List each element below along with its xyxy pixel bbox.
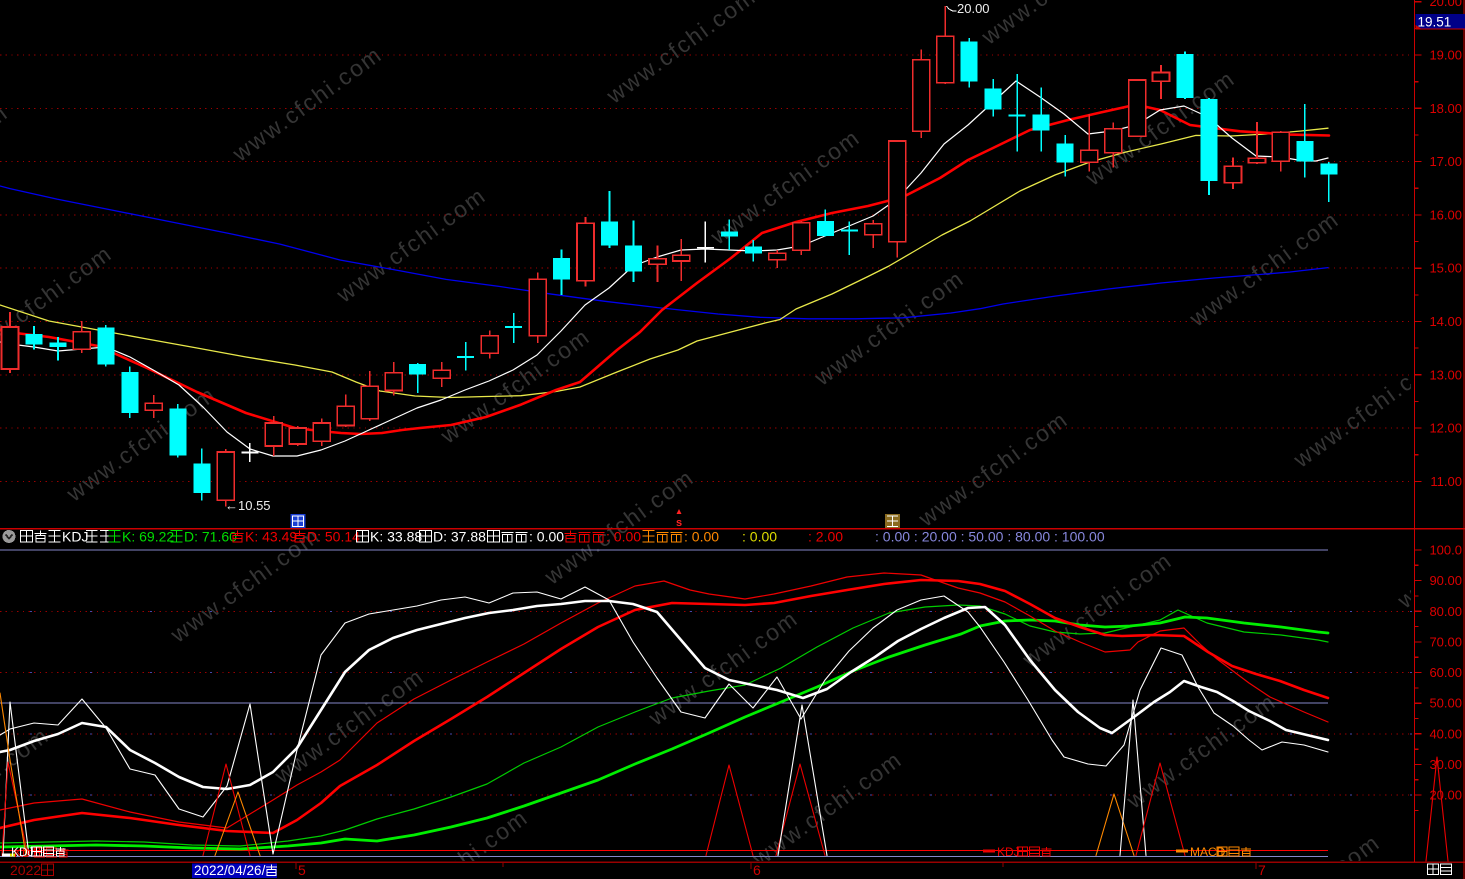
svg-text:20.00: 20.00 <box>1429 788 1462 803</box>
svg-text:17.00: 17.00 <box>1429 154 1462 169</box>
svg-text:: 0.00: : 0.00 <box>606 529 641 545</box>
svg-text:: 0.00 : 20.00 : 50.00 : 80.00: : 0.00 : 20.00 : 50.00 : 80.00 : 100.00 <box>875 529 1105 545</box>
svg-text:50.00: 50.00 <box>1429 696 1462 711</box>
svg-text:12.00: 12.00 <box>1429 421 1462 436</box>
svg-text:K: 43.49: K: 43.49 <box>245 529 297 545</box>
svg-text:2022: 2022 <box>10 862 41 878</box>
svg-text:: 0.00: : 0.00 <box>529 529 564 545</box>
svg-text:15.00: 15.00 <box>1429 261 1462 276</box>
svg-text:19.51: 19.51 <box>1418 14 1452 29</box>
svg-text:70.00: 70.00 <box>1429 634 1462 649</box>
svg-text:s: s <box>676 517 682 529</box>
svg-text:13.00: 13.00 <box>1429 367 1462 382</box>
svg-text:←10.55: ←10.55 <box>225 498 271 513</box>
svg-text:16.00: 16.00 <box>1429 207 1462 222</box>
svg-text:20.00: 20.00 <box>957 1 990 16</box>
svg-text:14.00: 14.00 <box>1429 314 1462 329</box>
svg-text:KDJ: KDJ <box>997 845 1020 859</box>
svg-text:60.00: 60.00 <box>1429 665 1462 680</box>
svg-text:: 2.00: : 2.00 <box>808 529 843 545</box>
svg-text:90.00: 90.00 <box>1429 573 1462 588</box>
svg-text:19.00: 19.00 <box>1429 48 1462 63</box>
svg-text:K: 33.88: K: 33.88 <box>370 529 422 545</box>
svg-text:18.00: 18.00 <box>1429 101 1462 116</box>
svg-text:5: 5 <box>298 862 306 878</box>
svg-text:7: 7 <box>1258 862 1266 878</box>
svg-text:: 0.00: : 0.00 <box>742 529 777 545</box>
svg-text:20.00: 20.00 <box>1429 0 1462 9</box>
svg-text:K: 69.22: K: 69.22 <box>122 529 174 545</box>
svg-text:KDJ: KDJ <box>11 845 34 859</box>
svg-text:D: 50.14: D: 50.14 <box>307 529 360 545</box>
svg-text:: 0.00: : 0.00 <box>684 529 719 545</box>
svg-text:D: 71.60: D: 71.60 <box>184 529 237 545</box>
svg-text:D: 37.88: D: 37.88 <box>433 529 486 545</box>
svg-text:100.0: 100.0 <box>1429 543 1462 558</box>
svg-text:80.00: 80.00 <box>1429 604 1462 619</box>
svg-text:2022/04/26/: 2022/04/26/ <box>194 863 266 878</box>
svg-text:KDJ: KDJ <box>62 529 88 545</box>
svg-text:40.00: 40.00 <box>1429 726 1462 741</box>
svg-text:6: 6 <box>753 862 761 878</box>
svg-text:30.00: 30.00 <box>1429 757 1462 772</box>
svg-text:11.00: 11.00 <box>1430 474 1462 489</box>
